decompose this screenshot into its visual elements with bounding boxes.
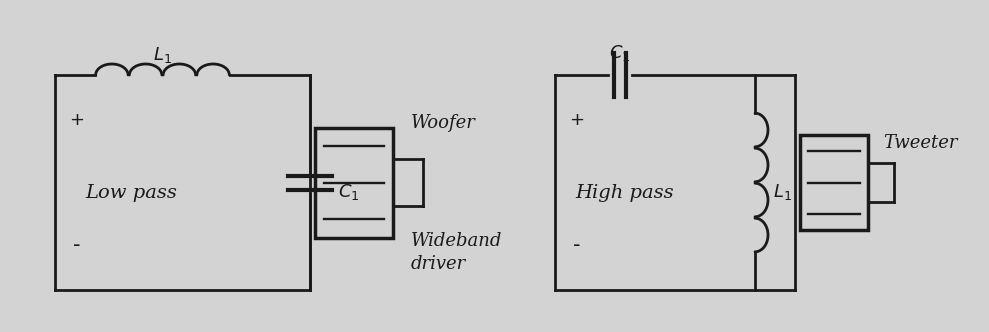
Text: Woofer: Woofer bbox=[411, 114, 476, 131]
Text: $L_1$: $L_1$ bbox=[773, 183, 792, 203]
Text: $C_1$: $C_1$ bbox=[609, 43, 631, 63]
Text: $L_1$: $L_1$ bbox=[153, 45, 172, 65]
Bar bbox=[800, 135, 868, 230]
Text: +: + bbox=[69, 111, 84, 129]
Text: -: - bbox=[574, 235, 581, 255]
Text: +: + bbox=[570, 111, 584, 129]
Bar bbox=[315, 127, 393, 237]
Text: High pass: High pass bbox=[575, 184, 674, 202]
Text: Wideband
driver: Wideband driver bbox=[411, 232, 502, 273]
Text: $C_1$: $C_1$ bbox=[338, 183, 359, 203]
Text: Tweeter: Tweeter bbox=[883, 133, 957, 151]
Text: Low pass: Low pass bbox=[85, 184, 177, 202]
Text: -: - bbox=[73, 235, 81, 255]
